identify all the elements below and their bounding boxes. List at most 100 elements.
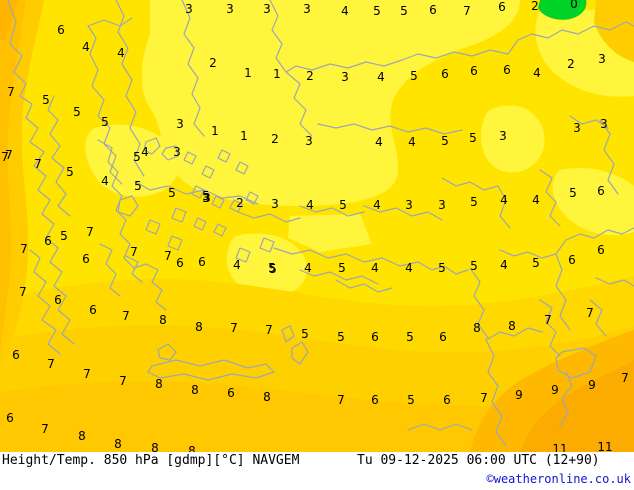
temperature-value-label: 7	[265, 323, 273, 337]
temperature-value-label: 3	[305, 134, 313, 148]
footer-copyright: ©weatheronline.co.uk	[486, 472, 632, 486]
temperature-value-label: 7	[130, 245, 138, 259]
temperature-value-label: 5	[101, 115, 109, 129]
temperature-value-label: 7	[19, 285, 27, 299]
temperature-value-label: 1	[273, 67, 281, 81]
temperature-value-label: 6	[503, 63, 511, 77]
temperature-value-label: 4	[500, 258, 508, 272]
temperature-value-label: 5	[532, 256, 540, 270]
temperature-value-label: 4	[373, 198, 381, 212]
temperature-value-label: 7	[119, 374, 127, 388]
temperature-value-label: 6	[371, 330, 379, 344]
temperature-value-label: 8	[263, 390, 271, 404]
band-pale-yellow-s2	[288, 214, 372, 252]
temperature-value-label: 7	[41, 422, 49, 436]
temperature-value-label: 3	[600, 117, 608, 131]
temperature-value-label: 3	[598, 52, 606, 66]
temperature-value-label: 2	[306, 69, 314, 83]
footer-title: Height/Temp. 850 hPa [gdmp][°C] NAVGEM	[2, 453, 300, 468]
temperature-value-label: 7	[337, 393, 345, 407]
temperature-value-label: 4	[405, 261, 413, 275]
temperature-value-label: 4	[233, 258, 241, 272]
temperature-value-label: 4	[101, 174, 109, 188]
temperature-value-label: 2	[236, 196, 244, 210]
temperature-value-label: 8	[191, 383, 199, 397]
temperature-value-label: 5	[339, 198, 347, 212]
temperature-value-label: 6	[371, 393, 379, 407]
temperature-value-label: 5	[373, 4, 381, 18]
temperature-value-label: 9	[588, 378, 596, 392]
band-pale-yellow-s	[226, 233, 307, 297]
temperature-value-label: 4	[371, 261, 379, 275]
temperature-value-label: 5	[168, 186, 176, 200]
band-pale-yellow-aegean	[85, 124, 180, 197]
temperature-value-label: 7	[5, 148, 13, 162]
temperature-value-label: 2	[531, 0, 539, 13]
temperature-value-label: 7	[1, 150, 9, 164]
temperature-value-label: 6	[57, 23, 65, 37]
temperature-value-label: 8	[473, 321, 481, 335]
temperature-value-label: 5	[470, 195, 478, 209]
temperature-bands	[0, 0, 634, 452]
band-orange-nw	[0, 0, 18, 40]
band-pale-yellow-central	[141, 0, 520, 206]
temperature-value-label: 7	[230, 321, 238, 335]
temperature-value-label: 4	[304, 261, 312, 275]
temperature-value-label: 6	[443, 393, 451, 407]
band-orange-west2	[0, 0, 26, 352]
temperature-value-label: 3	[173, 145, 181, 159]
temperature-value-label: 5	[66, 165, 74, 179]
temperature-value-label: 7	[621, 371, 629, 385]
map-graphics	[0, 0, 634, 452]
temperature-value-label: 6	[176, 256, 184, 270]
temperature-value-label: 4	[82, 40, 90, 54]
temperature-value-label: 4	[533, 66, 541, 80]
footer-timestamp: Tu 09-12-2025 06:00 UTC (12+90)	[357, 453, 600, 468]
temperature-value-label: 8	[159, 313, 167, 327]
temperature-value-label: 7	[122, 309, 130, 323]
temperature-value-label: 3	[263, 2, 271, 16]
temperature-value-label: 6	[198, 255, 206, 269]
temperature-value-label: 11	[597, 440, 613, 452]
temperature-value-label: 7	[83, 367, 91, 381]
temperature-value-label: 1	[244, 66, 252, 80]
temperature-value-label: 4	[375, 135, 383, 149]
temperature-value-label: 7	[544, 313, 552, 327]
temperature-value-label: 7	[34, 157, 42, 171]
temperature-value-label: 3	[341, 70, 349, 84]
temperature-value-label: 7	[7, 85, 15, 99]
temperature-value-label: 7	[20, 242, 28, 256]
temperature-value-label: 4	[341, 4, 349, 18]
temperature-value-label: 6	[439, 330, 447, 344]
band-orange-ne	[594, 0, 634, 62]
band-orange-se2	[520, 360, 634, 452]
temperature-value-label: 1	[211, 124, 219, 138]
temperature-value-label: 8	[188, 444, 196, 452]
temperature-value-label: 6	[227, 386, 235, 400]
band-green-top	[538, 0, 587, 20]
temperature-value-label: 1	[240, 129, 248, 143]
temperature-value-label: 3	[438, 198, 446, 212]
temperature-value-label: 7	[164, 249, 172, 263]
temperature-value-label: 4	[532, 193, 540, 207]
temperature-value-label: 5	[438, 261, 446, 275]
temperature-value-label: 6	[498, 0, 506, 14]
temperature-value-label: 8	[155, 377, 163, 391]
temperature-value-label: 5	[134, 179, 142, 193]
temperature-value-label: 2	[271, 132, 279, 146]
temperature-value-label: 6	[429, 3, 437, 17]
temperature-value-label: 5	[337, 330, 345, 344]
temperature-value-label: 4	[500, 193, 508, 207]
temperature-value-label: 4	[377, 70, 385, 84]
temperature-value-label: 5	[338, 261, 346, 275]
temperature-value-label: 5	[73, 105, 81, 119]
temperature-value-label: 2	[209, 56, 217, 70]
temperature-value-label: 5	[60, 229, 68, 243]
temperature-value-label: 3	[499, 129, 507, 143]
temperature-value-label: 8	[78, 429, 86, 443]
temperature-value-label: 5	[301, 327, 309, 341]
temperature-value-label: 11	[552, 442, 568, 452]
temperature-value-label: 0	[570, 0, 578, 11]
